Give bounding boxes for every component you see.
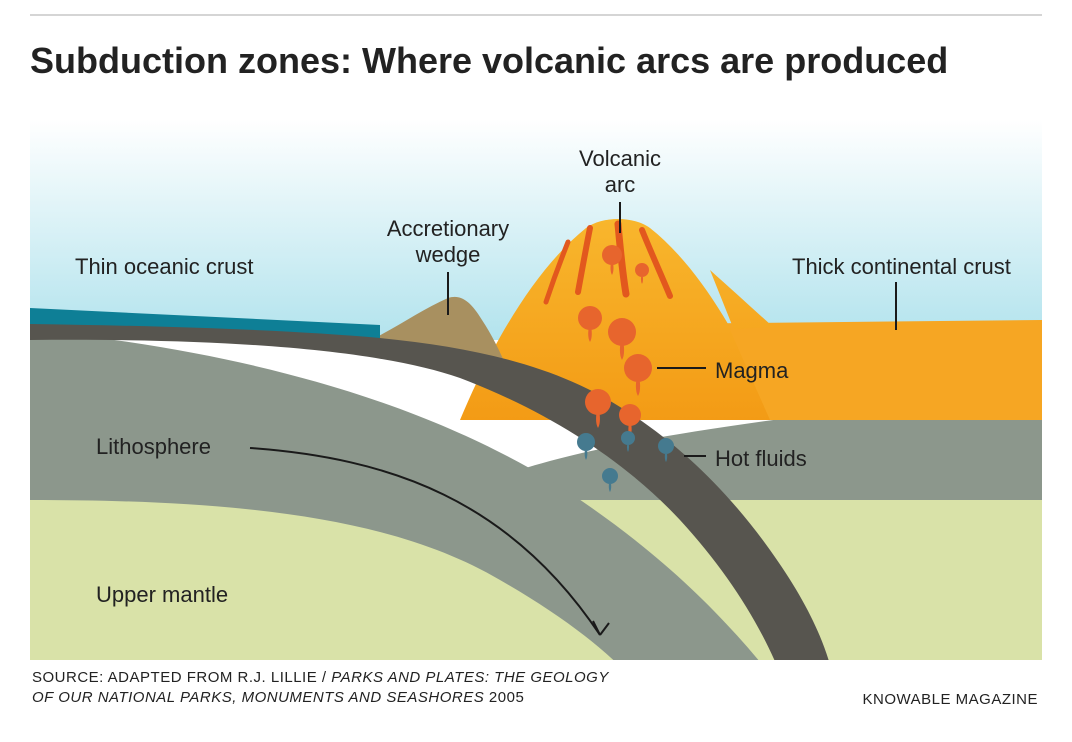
label-lithosphere: Lithosphere (96, 434, 211, 460)
label-thin-oceanic-crust: Thin oceanic crust (75, 254, 254, 280)
diagram-svg (30, 120, 1042, 660)
top-rule (30, 14, 1042, 16)
source-prefix: SOURCE: ADAPTED FROM R.J. LILLIE / (32, 669, 331, 686)
label-volcanic-arc: Volcanicarc (579, 146, 661, 199)
subduction-diagram: Thin oceanic crust Accretionarywedge Vol… (30, 120, 1042, 660)
label-hot-fluids: Hot fluids (715, 446, 807, 472)
label-accretionary-wedge: Accretionarywedge (387, 216, 509, 269)
label-magma: Magma (715, 358, 788, 384)
page-title: Subduction zones: Where volcanic arcs ar… (30, 40, 948, 82)
label-upper-mantle: Upper mantle (96, 582, 228, 608)
source-credit: SOURCE: ADAPTED FROM R.J. LILLIE / PARKS… (32, 668, 609, 709)
brand-credit: KNOWABLE MAGAZINE (863, 691, 1038, 708)
label-thick-continental-crust: Thick continental crust (792, 254, 1011, 280)
source-suffix: 2005 (484, 689, 524, 706)
